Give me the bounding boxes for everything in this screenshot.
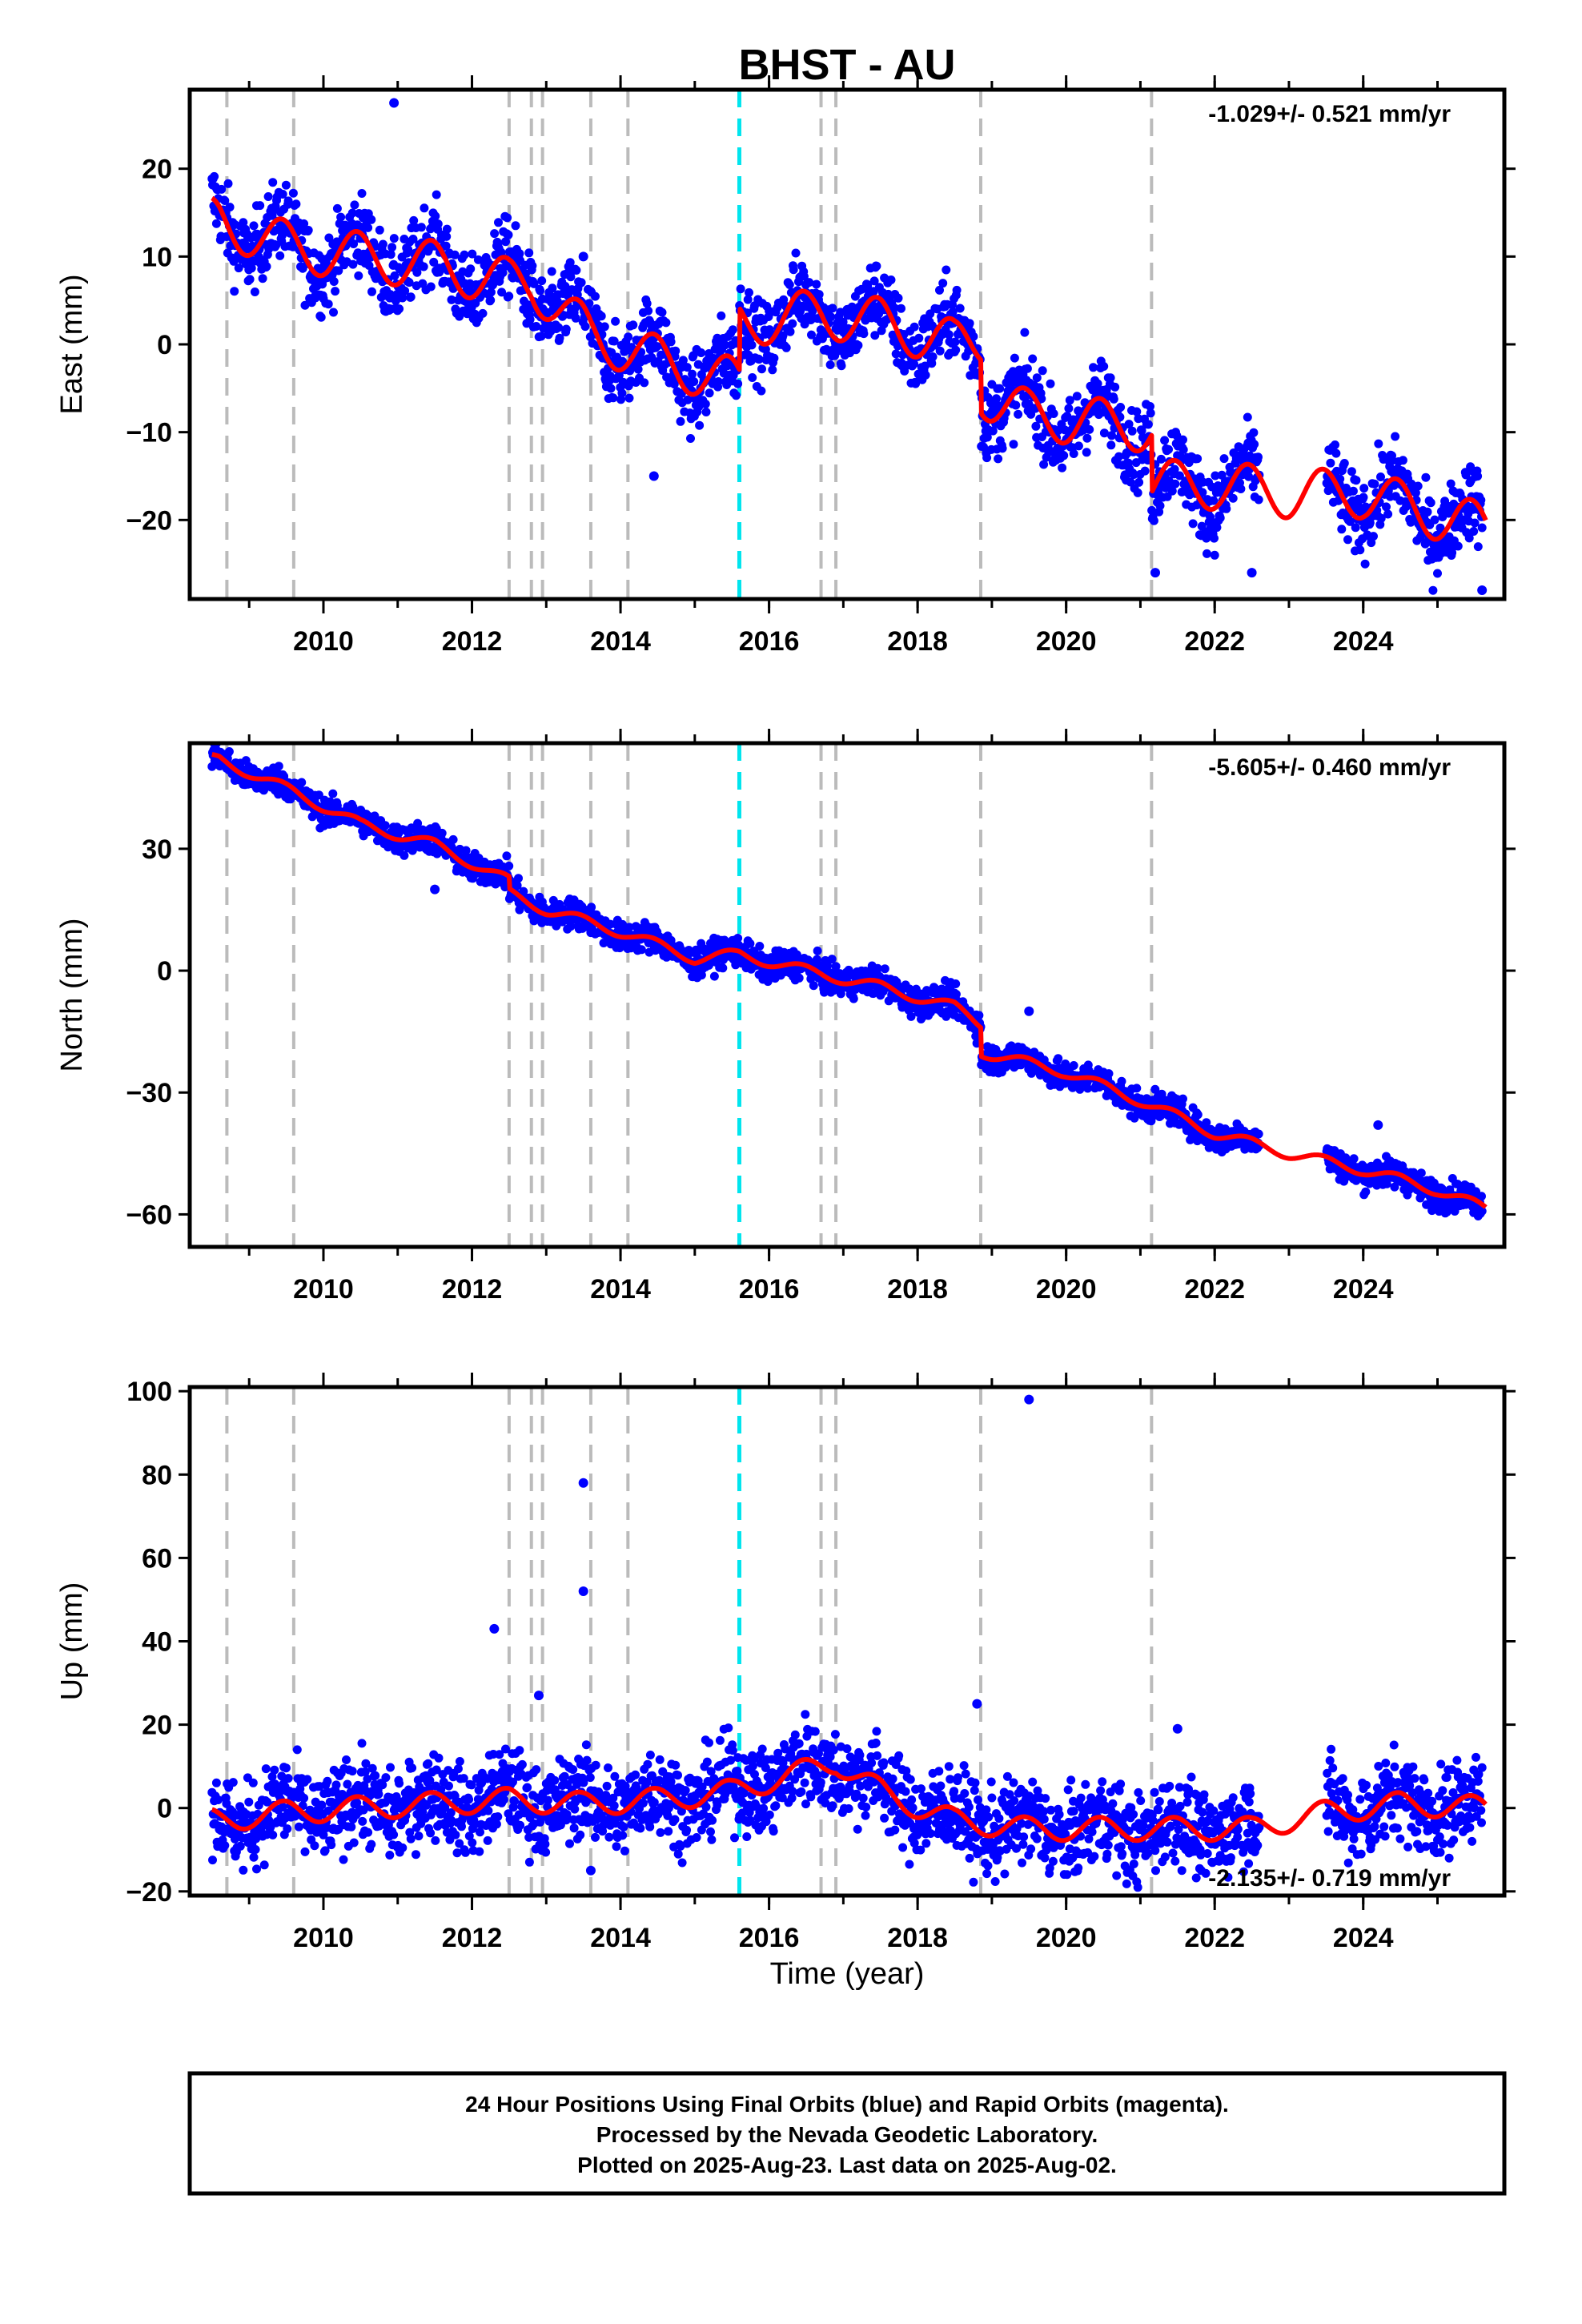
x-tick-label: 2012 (442, 1923, 503, 1953)
x-tick-label: 2024 (1333, 1923, 1394, 1953)
x-tick-label: 2022 (1184, 1923, 1245, 1953)
model-curve (210, 752, 1488, 1209)
x-tick-label: 2020 (1036, 626, 1097, 657)
outlier-point (389, 98, 400, 108)
panels: −20 −10 0 10 20 2010 2012 2014 2016 2018 2020 2022 2… (55, 75, 1516, 1953)
y-tick-label: 0 (157, 330, 172, 360)
x-tick-label: 2024 (1333, 626, 1394, 657)
x-tick-label: 2014 (590, 1274, 651, 1305)
footer-box: 24 Hour Positions Using Final Orbits (bl… (187, 2071, 1507, 2196)
outlier-point (1024, 1394, 1034, 1405)
y-tick-label: 60 (142, 1543, 172, 1574)
x-tick-label: 2018 (887, 1274, 948, 1305)
y-tick-label: 30 (142, 834, 172, 865)
x-tick-label: 2018 (887, 626, 948, 657)
data-points (207, 98, 1488, 596)
x-tick-label: 2010 (293, 1923, 354, 1953)
data-points (207, 743, 1487, 1220)
x-tick-label: 2010 (293, 1274, 354, 1305)
outlier-point (578, 251, 588, 262)
x-tick-label: 2016 (739, 1274, 800, 1305)
y-tick-label: 0 (157, 1794, 172, 1824)
y-tick-label: −20 (126, 1877, 172, 1908)
y-tick-label: 80 (142, 1460, 172, 1490)
outlier-point (578, 1478, 588, 1488)
plot-frame (187, 741, 1507, 1249)
footer-line-3: Plotted on 2025-Aug-23. Last data on 202… (577, 2153, 1117, 2177)
daily-positions (207, 1710, 1487, 1892)
outlier-point (1373, 1120, 1383, 1130)
outlier-point (578, 1586, 588, 1597)
model-curve (210, 1757, 1488, 1844)
x-axis-label: Time (year) (770, 1957, 925, 1991)
outlier-point (1024, 1006, 1034, 1016)
y-axis-label: North (mm) (55, 918, 89, 1072)
plot-area (207, 743, 1488, 1247)
x-tick-label: 2012 (442, 1274, 503, 1305)
outlier-point (972, 1699, 982, 1709)
x-tick-label: 2022 (1184, 1274, 1245, 1305)
outlier-point (1477, 585, 1488, 596)
y-tick-label: 100 (126, 1377, 172, 1407)
y-tick-label: −60 (126, 1200, 172, 1230)
x-tick-label: 2020 (1036, 1923, 1097, 1953)
panel-1: −20 −10 0 10 20 2010 2012 2014 2016 2018 2020 2022 2… (55, 75, 1516, 657)
x-tick-label: 2012 (442, 626, 503, 657)
x-tick-label: 2014 (590, 626, 651, 657)
outlier-point (489, 1623, 500, 1634)
outlier-point (534, 1691, 544, 1701)
outlier-point (1150, 568, 1160, 578)
y-tick-label: 0 (157, 956, 172, 987)
y-tick-label: 20 (142, 155, 172, 185)
plot-area (207, 1387, 1488, 1896)
y-axis-label: Up (mm) (55, 1582, 89, 1701)
y-tick-label: −10 (126, 418, 172, 448)
footer-line-2: Processed by the Nevada Geodetic Laborat… (596, 2122, 1098, 2147)
x-tick-label: 2016 (739, 1923, 800, 1953)
y-tick-label: 20 (142, 1711, 172, 1741)
outlier-point (1247, 568, 1257, 578)
outlier-point (648, 471, 659, 481)
y-tick-label: 40 (142, 1627, 172, 1658)
plot-area (207, 90, 1488, 599)
x-tick-label: 2010 (293, 626, 354, 657)
y-tick-label: −30 (126, 1078, 172, 1108)
y-tick-label: 10 (142, 242, 172, 272)
rate-label: -5.605+/- 0.460 mm/yr (1208, 754, 1451, 781)
x-tick-label: 2024 (1333, 1274, 1394, 1305)
x-tick-label: 2018 (887, 1923, 948, 1953)
x-tick-label: 2020 (1036, 1274, 1097, 1305)
outlier-point (585, 1865, 596, 1876)
rate-label: -2.135+/- 0.719 mm/yr (1208, 1865, 1451, 1892)
y-tick-label: −20 (126, 505, 172, 536)
panel-3: −20 0 20 40 60 80 100 2010 2012 2014 2016 2018 2020 2… (55, 1373, 1516, 1953)
data-points (207, 1394, 1487, 1892)
daily-positions (207, 743, 1487, 1220)
chart-title: BHST - AU (739, 41, 956, 89)
daily-positions (207, 171, 1487, 595)
y-axis-label: East (mm) (55, 274, 89, 414)
x-tick-label: 2022 (1184, 626, 1245, 657)
x-tick-label: 2014 (590, 1923, 651, 1953)
x-tick-label: 2016 (739, 626, 800, 657)
panel-2: −60 −30 0 30 2010 2012 2014 2016 2018 2020 2022 202… (55, 729, 1516, 1305)
outlier-point (1172, 1723, 1182, 1734)
rate-label: -1.029+/- 0.521 mm/yr (1208, 101, 1451, 127)
footer-line-1: 24 Hour Positions Using Final Orbits (bl… (465, 2092, 1229, 2117)
outlier-point (430, 884, 440, 895)
footer-frame (187, 2071, 1507, 2196)
model-curve (210, 195, 1488, 542)
